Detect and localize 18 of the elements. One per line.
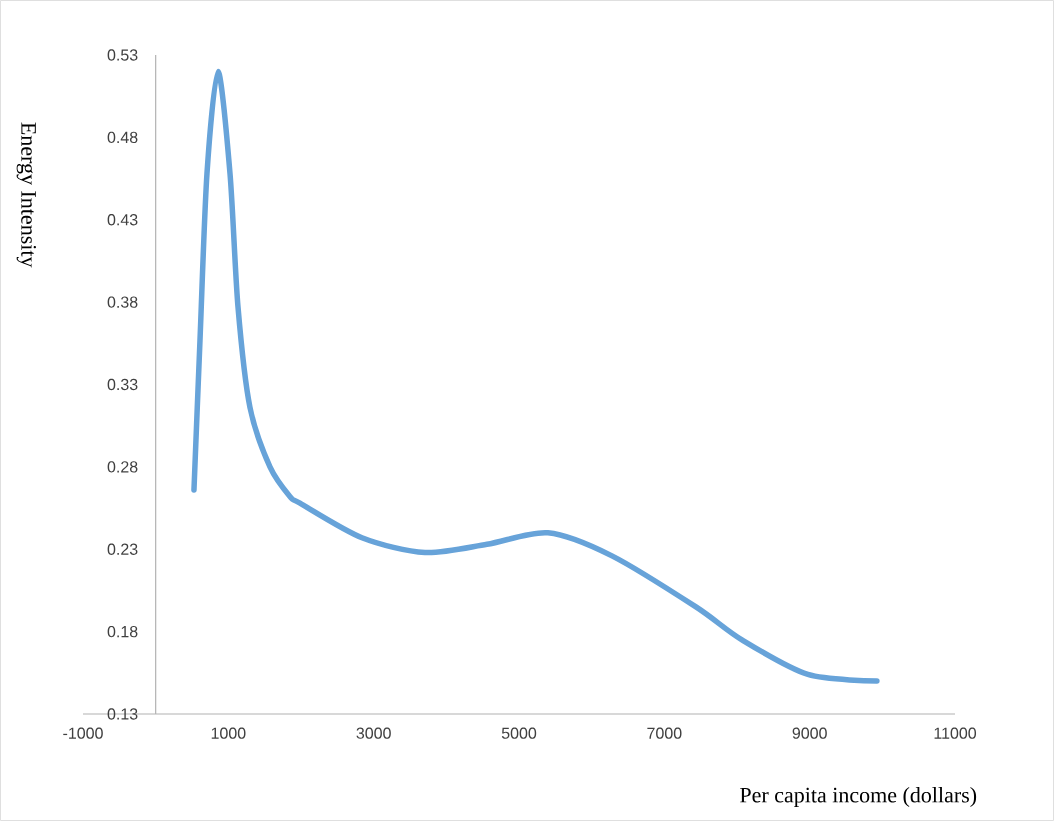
x-tick-label: 7000 — [647, 727, 682, 739]
y-tick-label: 0.33 — [107, 378, 138, 391]
y-tick-label: 0.13 — [107, 708, 138, 720]
x-axis-title: Per capita income (dollars) — [740, 787, 977, 808]
y-tick-label: 0.28 — [107, 461, 138, 473]
y-tick-label: 0.48 — [107, 131, 138, 144]
y-tick-label: 0.53 — [107, 49, 138, 61]
y-tick-label: 0.43 — [107, 214, 138, 226]
x-tick-label: 1000 — [211, 727, 246, 739]
y-axis-title: Energy Intensity — [16, 122, 36, 268]
y-tick-label: 0.38 — [107, 296, 138, 308]
x-tick-label: 3000 — [356, 727, 391, 739]
x-tick-label: 5000 — [501, 727, 537, 739]
x-tick-label: -1000 — [63, 727, 103, 739]
x-tick-label: 9000 — [792, 727, 827, 739]
y-tick-label: 0.23 — [107, 543, 138, 555]
x-tick-label: 11000 — [934, 727, 977, 739]
y-tick-label: 0.18 — [107, 625, 138, 638]
